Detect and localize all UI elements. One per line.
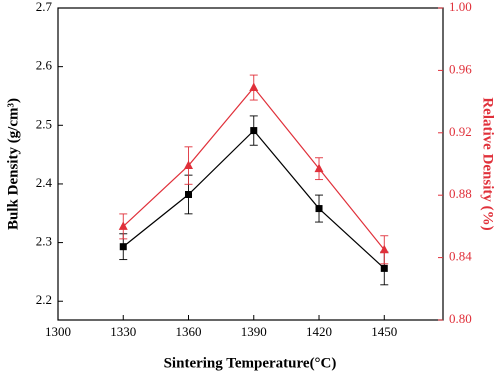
y2-tick-label: 1.00	[449, 0, 472, 14]
y2-tick-label: 0.80	[449, 311, 472, 326]
x-tick-label: 1330	[110, 324, 136, 339]
x-tick-label: 1420	[306, 324, 332, 339]
marker	[250, 127, 258, 135]
series-line	[122, 86, 385, 251]
y-tick-label: 2.3	[36, 234, 52, 249]
marker	[379, 244, 389, 254]
marker	[315, 205, 323, 213]
y2-tick-label: 0.96	[449, 61, 472, 76]
marker	[249, 82, 259, 92]
x-tick-label: 1450	[371, 324, 397, 339]
y-tick-label: 2.4	[36, 175, 53, 190]
x-tick-label: 1390	[241, 324, 267, 339]
y2-tick-label: 0.92	[449, 124, 472, 139]
y-tick-label: 2.2	[36, 292, 52, 307]
y-tick-label: 2.7	[36, 0, 53, 14]
x-tick-label: 1360	[176, 324, 202, 339]
series-line	[122, 129, 385, 269]
marker	[185, 190, 193, 198]
marker	[184, 160, 194, 170]
y-tick-label: 2.6	[36, 58, 53, 73]
x-tick-label: 1300	[45, 324, 71, 339]
x-axis-label: Sintering Temperature(°C)	[164, 355, 337, 371]
y-axis-label: Bulk Density (g/cm³)	[5, 98, 21, 230]
marker	[380, 264, 388, 272]
y2-axis-label: Relative Density (%)	[480, 97, 496, 230]
y2-tick-label: 0.88	[449, 186, 472, 201]
marker	[118, 221, 128, 230]
marker	[119, 243, 127, 251]
y2-tick-label: 0.84	[449, 249, 472, 264]
y-tick-label: 2.5	[36, 116, 52, 131]
marker	[314, 163, 324, 173]
plot-frame	[57, 7, 444, 321]
